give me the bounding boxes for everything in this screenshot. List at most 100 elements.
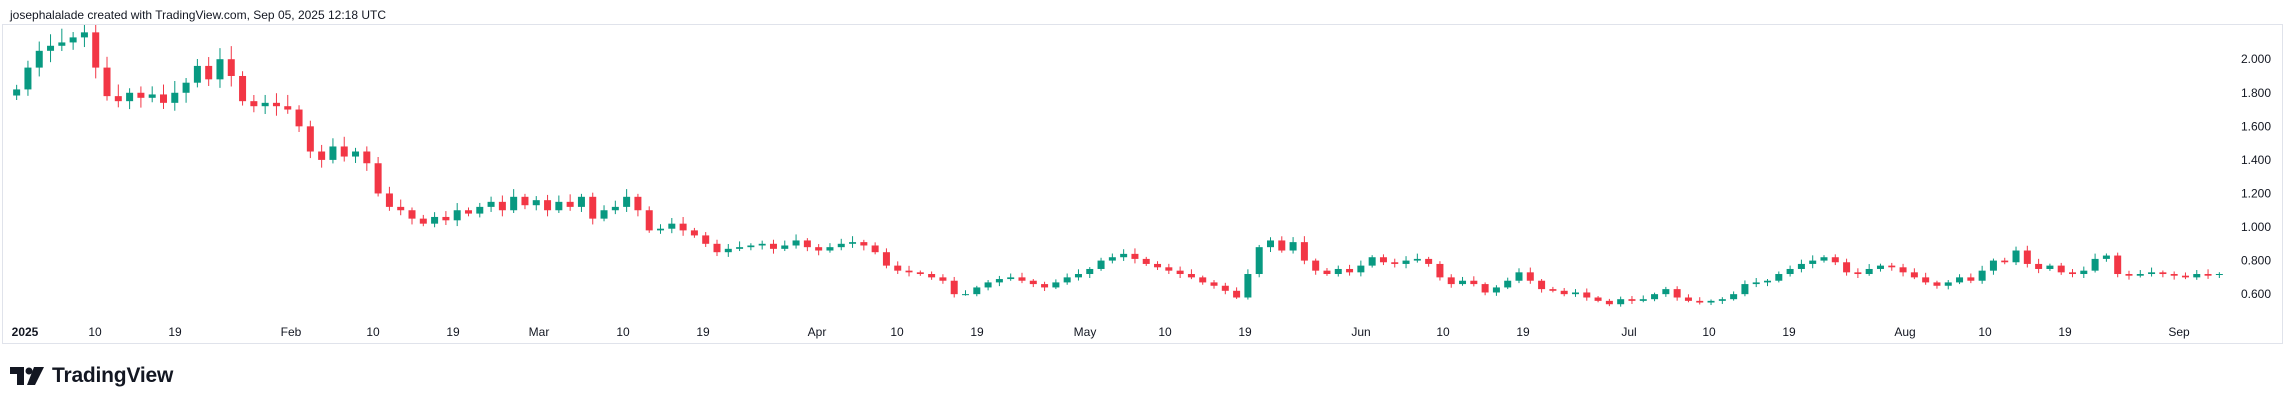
candle-down[interactable]: [1967, 277, 1975, 281]
candle-down[interactable]: [306, 126, 314, 152]
candle-down[interactable]: [1583, 292, 1591, 298]
candle-down[interactable]: [1199, 277, 1207, 283]
candle-up[interactable]: [1989, 260, 1997, 271]
candle-down[interactable]: [1312, 260, 1320, 271]
candle-down[interactable]: [1391, 262, 1399, 264]
candle-down[interactable]: [1018, 277, 1026, 281]
candle-down[interactable]: [679, 223, 687, 231]
candle-down[interactable]: [363, 151, 371, 164]
candle-up[interactable]: [1074, 274, 1082, 278]
candle-up[interactable]: [973, 287, 981, 295]
candle-down[interactable]: [916, 272, 924, 275]
candle-up[interactable]: [837, 243, 845, 248]
candle-up[interactable]: [1775, 274, 1783, 281]
candle-down[interactable]: [815, 247, 823, 251]
candle-up[interactable]: [736, 247, 744, 249]
candle-down[interactable]: [1673, 289, 1681, 298]
candle-up[interactable]: [1571, 292, 1579, 295]
candle-down[interactable]: [2001, 260, 2009, 263]
candle-up[interactable]: [1978, 270, 1986, 281]
candle-down[interactable]: [950, 280, 958, 295]
candle-down[interactable]: [340, 146, 348, 157]
candle-down[interactable]: [1696, 300, 1704, 303]
candle-down[interactable]: [1922, 277, 1930, 283]
candle-down[interactable]: [803, 240, 811, 248]
candle-down[interactable]: [419, 218, 427, 224]
candle-up[interactable]: [849, 242, 857, 244]
candle-down[interactable]: [1854, 272, 1862, 275]
candle-up[interactable]: [329, 146, 337, 160]
candle-down[interactable]: [498, 201, 506, 211]
candle-up[interactable]: [24, 67, 32, 90]
candle-up[interactable]: [668, 223, 676, 229]
candle-down[interactable]: [374, 163, 382, 194]
candle-up[interactable]: [126, 92, 134, 102]
candle-up[interactable]: [1809, 260, 1817, 264]
candle-down[interactable]: [1526, 272, 1534, 281]
candle-up[interactable]: [1289, 242, 1297, 251]
candle-up[interactable]: [216, 59, 224, 80]
candle-down[interactable]: [397, 206, 405, 211]
candle-up[interactable]: [1752, 282, 1760, 285]
candle-down[interactable]: [114, 96, 122, 102]
candle-down[interactable]: [702, 235, 710, 244]
candle-up[interactable]: [1865, 268, 1873, 275]
candle-up[interactable]: [1504, 280, 1512, 288]
candle-up[interactable]: [1492, 287, 1500, 293]
candle-down[interactable]: [1538, 280, 1546, 290]
candle-up[interactable]: [577, 196, 585, 207]
candle-down[interactable]: [928, 274, 936, 278]
candle-up[interactable]: [2102, 255, 2110, 259]
candle-down[interactable]: [882, 252, 890, 266]
candle-down[interactable]: [2069, 272, 2077, 275]
tradingview-logo[interactable]: TradingView: [10, 364, 173, 388]
candle-up[interactable]: [1617, 299, 1625, 305]
candle-up[interactable]: [1413, 258, 1421, 261]
candle-down[interactable]: [544, 200, 552, 211]
candle-down[interactable]: [1187, 274, 1195, 278]
candle-up[interactable]: [1402, 260, 1410, 264]
candle-down[interactable]: [2057, 265, 2065, 273]
candle-up[interactable]: [995, 279, 1003, 283]
candle-up[interactable]: [1459, 280, 1467, 285]
candle-down[interactable]: [92, 32, 100, 68]
candle-down[interactable]: [1233, 290, 1241, 298]
candle-up[interactable]: [1707, 300, 1715, 303]
candle-down[interactable]: [1684, 297, 1692, 301]
candle-down[interactable]: [1142, 258, 1150, 264]
candle-up[interactable]: [1820, 257, 1828, 261]
candle-up[interactable]: [758, 243, 766, 246]
candle-up[interactable]: [1639, 299, 1647, 301]
candle-up[interactable]: [47, 45, 55, 51]
candle-down[interactable]: [713, 243, 721, 253]
candle-up[interactable]: [2193, 274, 2201, 278]
candle-up[interactable]: [1651, 294, 1659, 300]
candle-down[interactable]: [1436, 263, 1444, 278]
candle-up[interactable]: [1007, 277, 1015, 280]
candle-up[interactable]: [2091, 258, 2099, 271]
candle-down[interactable]: [589, 196, 597, 219]
candle-down[interactable]: [272, 102, 280, 107]
candle-down[interactable]: [521, 196, 529, 206]
candle-down[interactable]: [905, 270, 913, 273]
candle-down[interactable]: [2114, 255, 2122, 275]
candle-down[interactable]: [1549, 289, 1557, 291]
candle-up[interactable]: [1730, 294, 1738, 300]
candle-down[interactable]: [690, 230, 698, 236]
candle-down[interactable]: [2204, 274, 2212, 276]
candle-down[interactable]: [2170, 274, 2178, 276]
candle-down[interactable]: [1888, 265, 1896, 268]
candle-up[interactable]: [352, 151, 360, 157]
candle-down[interactable]: [2035, 263, 2043, 269]
candle-up[interactable]: [962, 294, 970, 296]
candle-up[interactable]: [1741, 284, 1749, 295]
candle-up[interactable]: [171, 92, 179, 103]
candle-up[interactable]: [1266, 240, 1274, 248]
candle-down[interactable]: [137, 92, 145, 98]
candle-up[interactable]: [1120, 253, 1128, 258]
candle-down[interactable]: [227, 59, 235, 76]
candle-up[interactable]: [1876, 265, 1884, 269]
candle-down[interactable]: [1379, 257, 1387, 263]
candle-up[interactable]: [826, 247, 834, 251]
candle-up[interactable]: [487, 201, 495, 207]
